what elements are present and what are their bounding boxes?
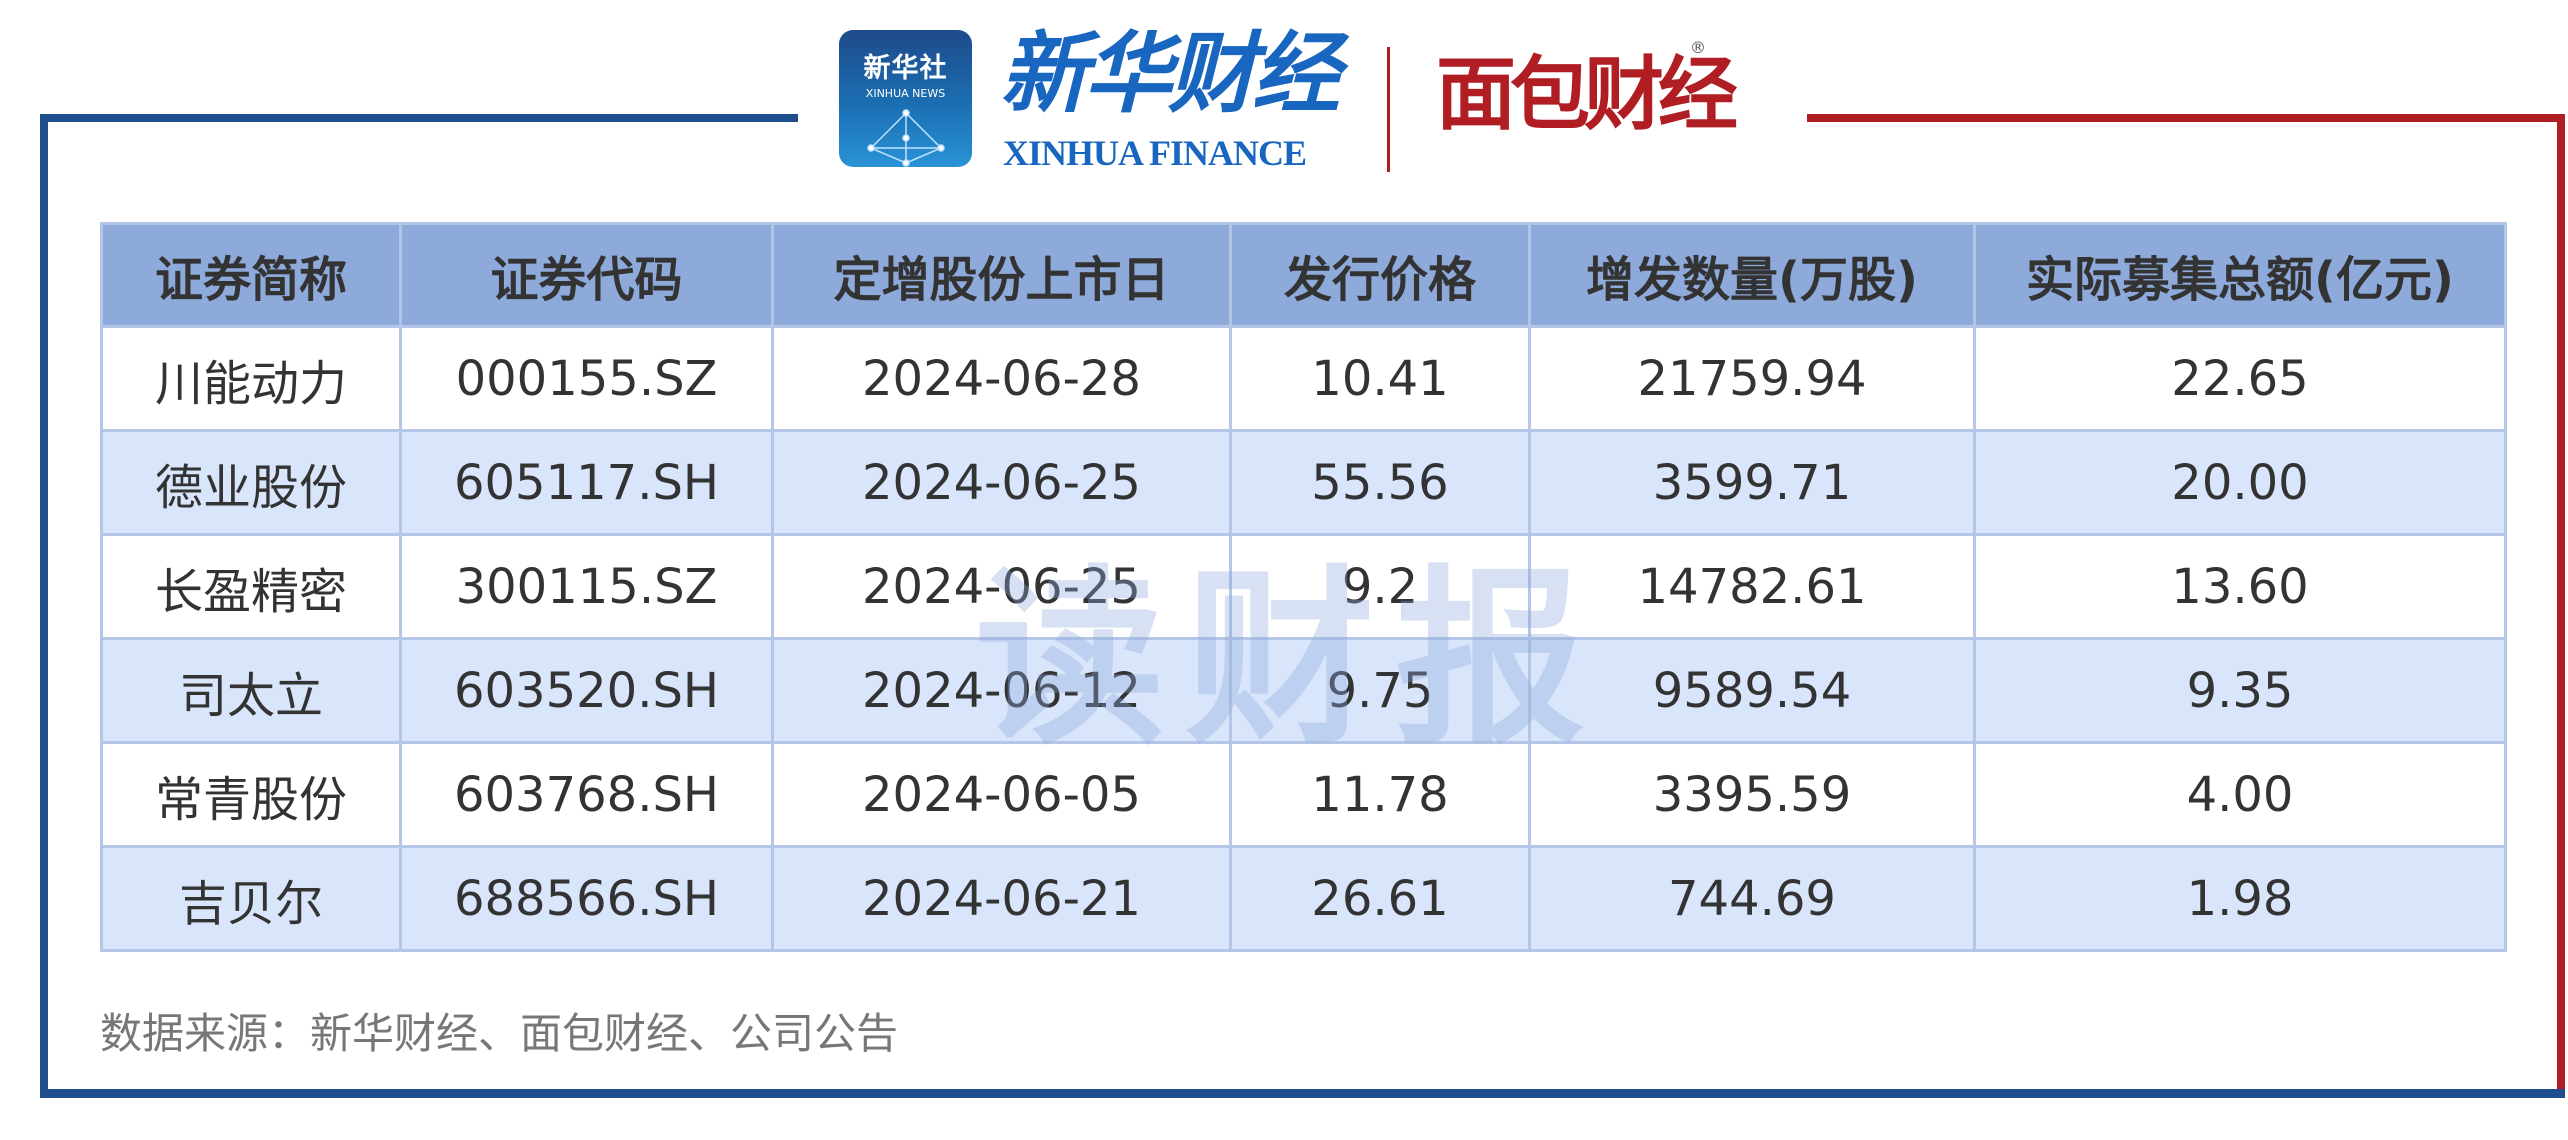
frame-bottom-border	[40, 1089, 2565, 1098]
table-cell: 9.35	[1973, 637, 2507, 744]
network-icon	[866, 109, 945, 167]
xinhua-finance-logo: 新华财经	[1000, 21, 1340, 125]
table-cell: 9.2	[1229, 533, 1531, 640]
frame-top-red-line	[1807, 114, 2565, 122]
table-cell: 9.75	[1229, 637, 1531, 744]
table-cell: 20.00	[1973, 429, 2507, 536]
table-cell: 长盈精密	[100, 533, 402, 640]
mianbao-finance-logo-text: 面包财经	[1436, 48, 1738, 141]
frame-left-border	[40, 114, 48, 1097]
table-cell: 000155.SZ	[399, 325, 774, 432]
table-cell: 吉贝尔	[100, 845, 402, 952]
table-cell: 14782.61	[1528, 533, 1976, 640]
frame-top-blue-line	[40, 114, 798, 122]
table-row: 川能动力 000155.SZ 2024-06-28 10.41 21759.94 22.6…	[100, 325, 2507, 432]
xinhua-news-logo: 新华社 XINHUA NEWS	[839, 30, 972, 167]
table-cell: 26.61	[1229, 845, 1531, 952]
table-cell: 55.56	[1229, 429, 1531, 536]
private-placement-table: 证券简称 证券代码 定增股份上市日 发行价格 增发数量(万股) 实际募集总额(亿…	[100, 222, 2507, 952]
table-cell: 司太立	[100, 637, 402, 744]
table-cell: 603768.SH	[399, 741, 774, 848]
table-cell: 2024-06-21	[771, 845, 1232, 952]
table-row: 司太立 603520.SH 2024-06-12 9.75 9589.54 9.35	[100, 637, 2507, 744]
xinhua-finance-logo-en: XINHUA FINANCE	[1003, 133, 1307, 173]
frame-right-border	[2557, 114, 2565, 1097]
table-cell: 300115.SZ	[399, 533, 774, 640]
table-row: 常青股份 603768.SH 2024-06-05 11.78 3395.59 4.00	[100, 741, 2507, 848]
table-cell: 21759.94	[1528, 325, 1976, 432]
data-source-note: 数据来源：新华财经、面包财经、公司公告	[100, 1009, 899, 1058]
table-row: 长盈精密 300115.SZ 2024-06-25 9.2 14782.61 13.60	[100, 533, 2507, 640]
table-row: 吉贝尔 688566.SH 2024-06-21 26.61 744.69 1.98	[100, 845, 2507, 952]
table-cell: 13.60	[1973, 533, 2507, 640]
column-header: 发行价格	[1229, 222, 1531, 328]
xinhua-news-logo-text: 新华社	[863, 53, 948, 84]
table-cell: 3599.71	[1528, 429, 1976, 536]
table-row: 德业股份 605117.SH 2024-06-25 55.56 3599.71 20.00	[100, 429, 2507, 536]
table-cell: 605117.SH	[399, 429, 774, 536]
column-header: 实际募集总额(亿元)	[1973, 222, 2507, 328]
table-cell: 9589.54	[1528, 637, 1976, 744]
table-cell: 4.00	[1973, 741, 2507, 848]
table-cell: 3395.59	[1528, 741, 1976, 848]
mianbao-finance-logo: 面包财经	[1436, 40, 1738, 150]
table-cell: 川能动力	[100, 325, 402, 432]
table-cell: 2024-06-28	[771, 325, 1232, 432]
table-cell: 688566.SH	[399, 845, 774, 952]
table-cell: 11.78	[1229, 741, 1531, 848]
table-cell: 10.41	[1229, 325, 1531, 432]
table-header-row: 证券简称 证券代码 定增股份上市日 发行价格 增发数量(万股) 实际募集总额(亿…	[100, 222, 2507, 328]
table-cell: 22.65	[1973, 325, 2507, 432]
column-header: 增发数量(万股)	[1528, 222, 1976, 328]
table-cell: 2024-06-12	[771, 637, 1232, 744]
column-header: 证券代码	[399, 222, 774, 328]
table-cell: 2024-06-25	[771, 429, 1232, 536]
table-cell: 1.98	[1973, 845, 2507, 952]
registered-mark-icon: ®	[1690, 38, 1706, 57]
column-header: 证券简称	[100, 222, 402, 328]
table-cell: 603520.SH	[399, 637, 774, 744]
xinhua-news-logo-en: XINHUA NEWS	[865, 87, 946, 100]
table-cell: 744.69	[1528, 845, 1976, 952]
table-cell: 2024-06-05	[771, 741, 1232, 848]
table-cell: 常青股份	[100, 741, 402, 848]
logo-divider	[1387, 47, 1390, 172]
table-cell: 2024-06-25	[771, 533, 1232, 640]
table-cell: 德业股份	[100, 429, 402, 536]
column-header: 定增股份上市日	[771, 222, 1232, 328]
